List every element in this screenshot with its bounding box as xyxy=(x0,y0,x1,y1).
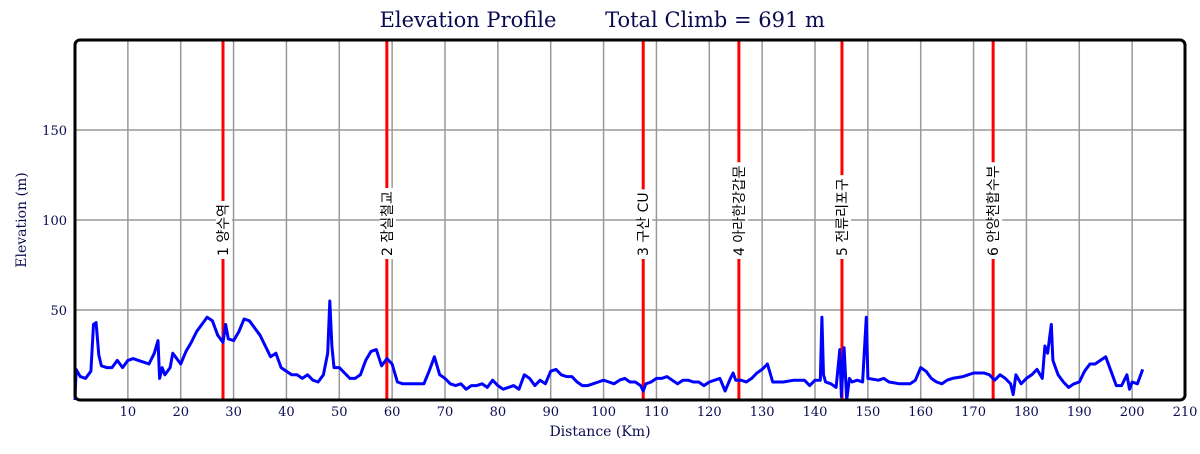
checkpoint-labels: 1 양수역 2 잠실철교 3 구산 CU 4 아라한강갑문 5 전류리포구 6 안양천합수… xyxy=(216,162,1003,259)
x-tick-label: 210 xyxy=(1173,405,1198,420)
y-tick-label: 150 xyxy=(42,124,67,139)
x-tick-label: 130 xyxy=(750,405,775,420)
checkpoint-label-group: 6 안양천합수부 xyxy=(986,162,1003,259)
x-tick-label: 50 xyxy=(331,405,348,420)
elevation-line xyxy=(73,299,1145,402)
checkpoint-label-background xyxy=(986,162,1003,259)
axis-ticks: 10 20 30 40 50 60 70 80 90 100 110 120 130 140 150 160 1… xyxy=(42,124,1197,420)
grid xyxy=(75,40,1185,400)
x-tick-label: 60 xyxy=(384,405,401,420)
checkpoint-label-group: 2 잠실철교 xyxy=(379,188,396,259)
x-tick-label: 140 xyxy=(803,405,828,420)
x-tick-label: 40 xyxy=(278,405,295,420)
x-tick-label: 160 xyxy=(908,405,933,420)
x-tick-label: 30 xyxy=(225,405,242,420)
checkpoint-label: 6 안양천합수부 xyxy=(986,165,1002,256)
checkpoint-label-group: 3 구산 CU xyxy=(636,189,653,259)
checkpoint-label: 5 전류리포구 xyxy=(835,178,851,256)
checkpoint-label-background xyxy=(834,175,851,259)
checkpoint-label: 3 구산 CU xyxy=(636,192,652,256)
checkpoint-label: 2 잠실철교 xyxy=(380,191,396,256)
x-tick-label: 120 xyxy=(697,405,722,420)
chart-subtitle: Total Climb = 691 m xyxy=(605,8,825,32)
y-axis-label: Elevation (m) xyxy=(14,172,30,267)
checkpoint-label-background xyxy=(379,188,396,259)
x-tick-label: 70 xyxy=(437,405,454,420)
x-tick-label: 150 xyxy=(855,405,880,420)
chart-title: Elevation Profile xyxy=(380,8,557,32)
x-tick-label: 190 xyxy=(1067,405,1092,420)
plot-frame xyxy=(73,38,1187,402)
x-tick-label: 10 xyxy=(120,405,137,420)
checkpoint-label-group: 4 아라한강갑문 xyxy=(731,162,748,259)
x-tick-label: 200 xyxy=(1120,405,1145,420)
x-tick-label: 90 xyxy=(542,405,559,420)
checkpoint-label-background xyxy=(731,162,748,259)
checkpoint-label: 4 아라한강갑문 xyxy=(732,165,748,256)
y-tick-label: 100 xyxy=(42,214,67,229)
x-tick-label: 110 xyxy=(644,405,669,420)
checkpoint-label-background xyxy=(636,189,653,259)
x-tick-label: 100 xyxy=(591,405,616,420)
checkpoint-label-background xyxy=(216,201,232,259)
checkpoint-label-group: 1 양수역 xyxy=(216,201,232,259)
x-tick-label: 170 xyxy=(961,405,986,420)
checkpoint-label: 1 양수역 xyxy=(216,204,232,256)
x-axis-label: Distance (Km) xyxy=(549,424,650,440)
y-tick-label: 50 xyxy=(50,304,67,319)
x-tick-label: 20 xyxy=(172,405,189,420)
checkpoint-label-group: 5 전류리포구 xyxy=(834,175,851,259)
x-tick-label: 180 xyxy=(1014,405,1039,420)
x-tick-label: 80 xyxy=(490,405,507,420)
